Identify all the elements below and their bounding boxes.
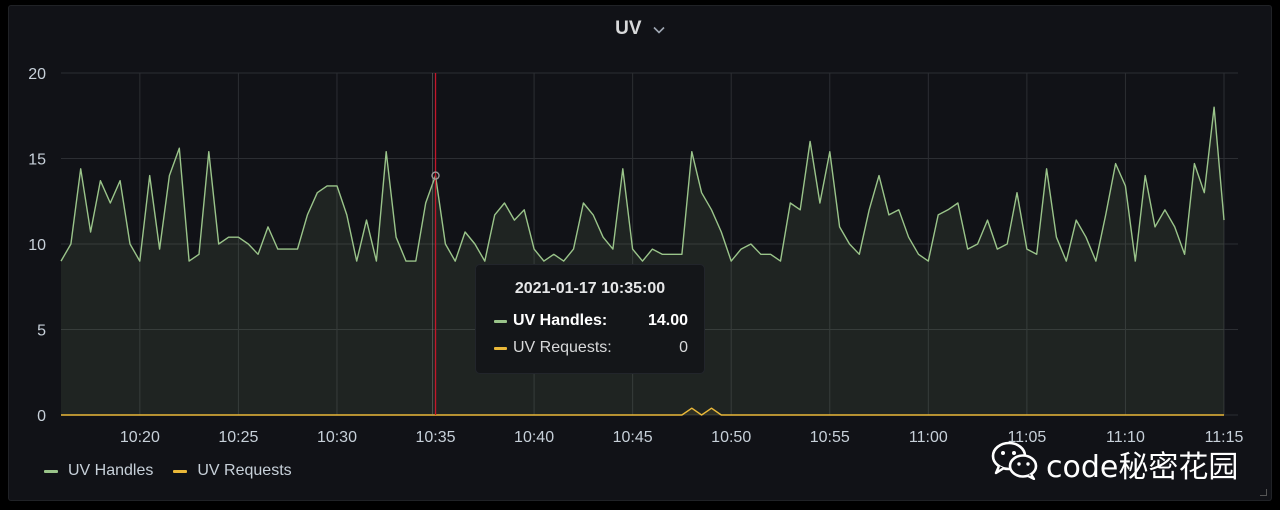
y-axis: 0 5 10 15 20 (28, 66, 46, 425)
x-tick-label: 11:10 (1106, 429, 1145, 446)
watermark-text: code秘密花园 (1046, 450, 1239, 485)
legend-swatch-uv-handles (44, 469, 58, 473)
legend: UV Handles UV Requests (44, 462, 292, 480)
x-tick-label: 10:25 (218, 429, 258, 446)
legend-item-uv-requests[interactable]: UV Requests (173, 462, 292, 480)
crosshair (431, 73, 440, 415)
x-tick-label: 10:45 (613, 429, 653, 446)
panel-title[interactable]: UV (9, 18, 1271, 40)
legend-swatch-uv-requests (173, 469, 188, 473)
x-tick-label: 10:30 (317, 429, 357, 446)
tooltip-series-value: 0 (679, 339, 688, 356)
tooltip-row-uv-requests: UV Requests: 0 (494, 339, 688, 357)
hover-tooltip: 2021-01-17 10:35:00 UV Handles: 14.00 UV… (475, 264, 705, 374)
x-tick-label: 10:50 (711, 429, 751, 446)
x-axis: 10:20 10:25 10:30 10:35 10:40 10:45 10:50 10:55… (120, 429, 1244, 446)
y-tick-label: 5 (37, 323, 46, 340)
legend-label-uv-handles[interactable]: UV Handles (68, 462, 154, 479)
y-tick-label: 10 (28, 237, 46, 254)
x-tick-label: 11:15 (1205, 429, 1244, 446)
legend-item-uv-handles[interactable]: UV Handles (44, 462, 153, 480)
tooltip-time: 2021-01-17 10:35:00 (514, 280, 666, 297)
x-tick-label: 10:40 (514, 429, 554, 446)
series-layer (60, 106, 1225, 416)
graph-panel: UV (8, 5, 1272, 501)
tooltip-swatch-uv-requests (494, 346, 507, 350)
tooltip-swatch-uv-handles (494, 319, 507, 323)
series-area-uv-handles (61, 107, 1224, 415)
tooltip-series-name: UV Handles: (513, 312, 608, 329)
panel-title-text[interactable]: UV (615, 18, 642, 40)
tooltip-series-value: 14.00 (647, 312, 688, 329)
wechat-icon (990, 440, 1040, 488)
y-tick-label: 0 (37, 408, 46, 425)
chevron-down-icon[interactable] (653, 18, 665, 40)
resize-handle[interactable] (1260, 489, 1267, 496)
x-tick-label: 10:35 (416, 429, 456, 446)
x-tick-label: 10:55 (810, 429, 850, 446)
tooltip-series-name: UV Requests: (513, 339, 612, 356)
x-tick-label: 10:20 (120, 429, 160, 446)
legend-label-uv-requests[interactable]: UV Requests (197, 462, 292, 479)
x-tick-label: 11:05 (1007, 429, 1046, 446)
y-tick-label: 15 (28, 152, 46, 169)
hover-point-uv-handles (431, 171, 440, 180)
series-line-uv-handles (60, 106, 1225, 262)
y-tick-label: 20 (28, 66, 46, 83)
tooltip-row-uv-handles: UV Handles: 14.00 (494, 312, 688, 330)
watermark: code秘密花园 (990, 440, 1238, 488)
series-line-uv-requests (61, 407, 1224, 416)
x-tick-label: 11:00 (909, 429, 948, 446)
